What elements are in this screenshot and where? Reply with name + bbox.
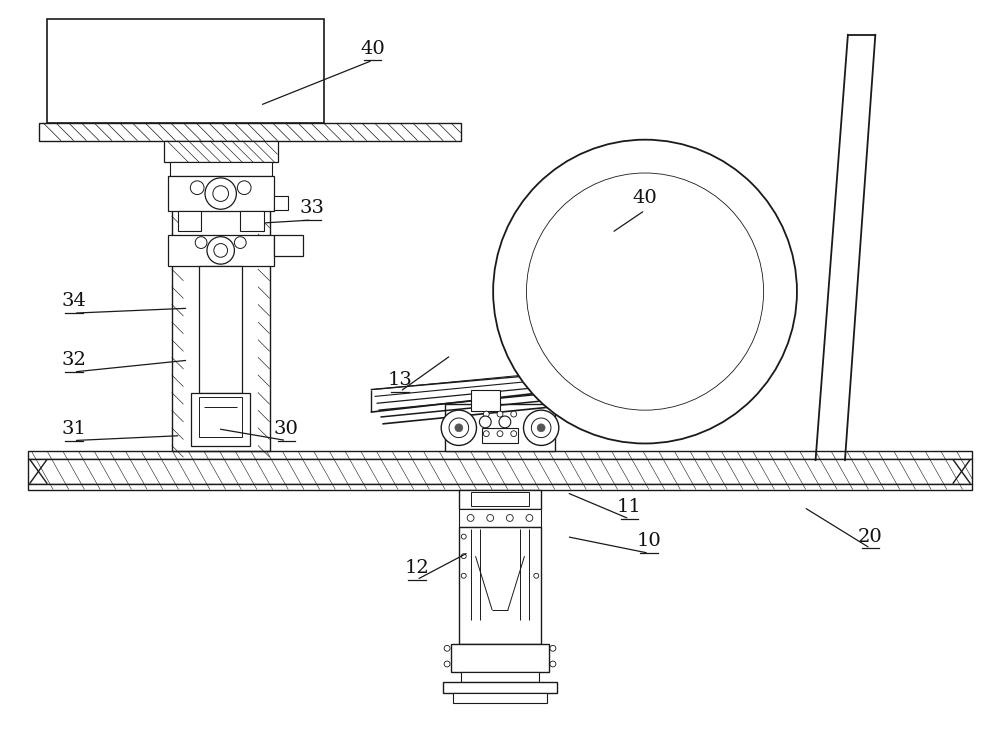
Bar bbox=[28, 483, 972, 489]
Circle shape bbox=[506, 514, 513, 521]
Bar bbox=[453, 694, 547, 703]
Circle shape bbox=[195, 237, 207, 249]
Circle shape bbox=[444, 661, 450, 667]
Circle shape bbox=[479, 416, 491, 428]
Bar bbox=[28, 459, 972, 483]
Circle shape bbox=[234, 237, 246, 249]
Text: 20: 20 bbox=[858, 528, 883, 545]
Circle shape bbox=[461, 534, 466, 539]
Bar bbox=[39, 123, 461, 141]
Circle shape bbox=[511, 431, 517, 437]
Text: 30: 30 bbox=[274, 420, 299, 438]
Text: 10: 10 bbox=[637, 533, 661, 551]
Text: 40: 40 bbox=[633, 190, 657, 207]
Circle shape bbox=[550, 661, 556, 667]
Circle shape bbox=[493, 139, 797, 444]
Circle shape bbox=[526, 514, 533, 521]
Circle shape bbox=[190, 181, 204, 195]
Circle shape bbox=[444, 645, 450, 651]
Bar bbox=[459, 489, 541, 509]
Bar bbox=[461, 672, 539, 682]
Bar bbox=[451, 644, 549, 672]
Bar bbox=[274, 235, 303, 256]
Bar bbox=[459, 527, 541, 644]
Circle shape bbox=[497, 411, 503, 417]
Circle shape bbox=[531, 418, 551, 438]
Bar bbox=[170, 162, 272, 176]
Circle shape bbox=[461, 573, 466, 579]
Circle shape bbox=[537, 424, 545, 432]
Bar bbox=[482, 428, 518, 443]
Circle shape bbox=[483, 411, 489, 417]
Text: 11: 11 bbox=[617, 498, 642, 516]
Bar bbox=[191, 393, 250, 446]
Circle shape bbox=[461, 554, 466, 559]
Circle shape bbox=[550, 645, 556, 651]
Circle shape bbox=[205, 178, 236, 210]
Circle shape bbox=[511, 411, 517, 417]
Circle shape bbox=[441, 410, 476, 446]
Bar bbox=[178, 211, 201, 231]
Circle shape bbox=[497, 431, 503, 437]
Bar bbox=[471, 390, 500, 411]
Bar bbox=[168, 235, 274, 266]
Circle shape bbox=[207, 237, 234, 264]
Circle shape bbox=[534, 573, 539, 579]
Text: 13: 13 bbox=[388, 370, 412, 389]
Text: 32: 32 bbox=[61, 351, 86, 369]
Bar bbox=[240, 211, 264, 231]
Circle shape bbox=[213, 186, 229, 201]
Circle shape bbox=[455, 424, 463, 432]
Bar bbox=[168, 176, 274, 211]
Bar bbox=[459, 509, 541, 527]
Circle shape bbox=[214, 244, 228, 258]
Circle shape bbox=[487, 514, 494, 521]
Text: 34: 34 bbox=[61, 292, 86, 311]
Bar bbox=[598, 360, 620, 376]
Bar bbox=[443, 682, 557, 694]
Circle shape bbox=[559, 205, 731, 378]
Bar bbox=[445, 404, 555, 452]
Bar bbox=[471, 492, 529, 506]
Text: 40: 40 bbox=[360, 40, 385, 58]
Circle shape bbox=[467, 514, 474, 521]
Circle shape bbox=[449, 418, 469, 438]
Circle shape bbox=[524, 410, 559, 446]
Bar bbox=[199, 398, 242, 437]
Text: 33: 33 bbox=[299, 199, 324, 217]
Circle shape bbox=[526, 173, 764, 410]
Bar bbox=[47, 19, 324, 123]
Circle shape bbox=[237, 181, 251, 195]
Bar bbox=[274, 196, 288, 210]
Circle shape bbox=[499, 416, 511, 428]
Bar bbox=[199, 266, 242, 393]
Text: 12: 12 bbox=[404, 559, 429, 577]
Circle shape bbox=[483, 431, 489, 437]
Bar bbox=[164, 141, 278, 162]
Bar bbox=[28, 452, 972, 459]
Text: 31: 31 bbox=[61, 420, 86, 438]
